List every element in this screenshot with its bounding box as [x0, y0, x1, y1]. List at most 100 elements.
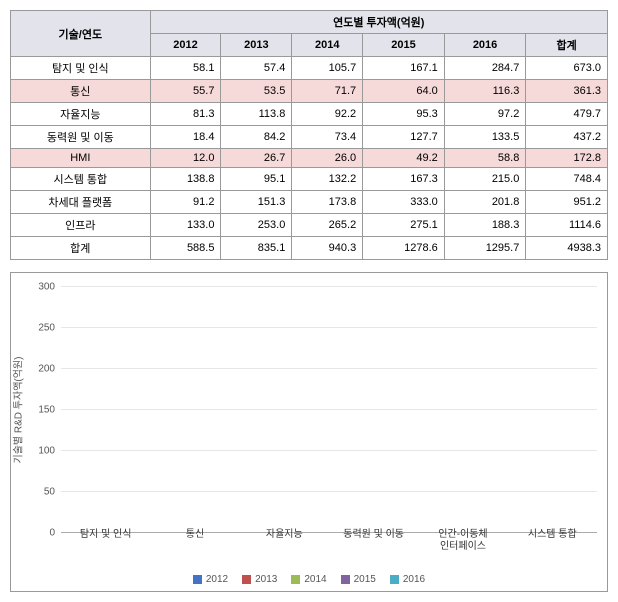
year-header: 2016 — [444, 34, 526, 57]
table-cell: 479.7 — [526, 103, 608, 126]
legend-swatch — [193, 575, 202, 584]
table-row: 자율지능81.3113.892.295.397.2479.7 — [11, 103, 608, 126]
row-label: 차세대 플랫폼 — [11, 191, 151, 214]
table-cell: 940.3 — [292, 237, 363, 260]
table-cell: 53.5 — [221, 80, 292, 103]
table-cell: 58.8 — [444, 149, 526, 168]
x-label: 인간-이동체인터페이스 — [423, 529, 503, 553]
row-label: 인프라 — [11, 214, 151, 237]
table-cell: 105.7 — [292, 57, 363, 80]
table-cell: 1114.6 — [526, 214, 608, 237]
table-cell: 58.1 — [150, 57, 221, 80]
legend-item: 2013 — [242, 574, 277, 585]
row-label: 통신 — [11, 80, 151, 103]
x-label: 통신 — [155, 529, 235, 553]
rd-bar-chart: 기술별 R&D 투자액(억원) 0 50 100 150 200 250 300 탐지 및 … — [10, 272, 608, 592]
legend-item: 2015 — [341, 574, 376, 585]
table-cell: 215.0 — [444, 168, 526, 191]
table-cell: 4938.3 — [526, 237, 608, 260]
table-cell: 127.7 — [363, 126, 445, 149]
table-cell: 73.4 — [292, 126, 363, 149]
table-cell: 673.0 — [526, 57, 608, 80]
table-cell: 91.2 — [150, 191, 221, 214]
table-cell: 275.1 — [363, 214, 445, 237]
table-row: 통신55.753.571.764.0116.3361.3 — [11, 80, 608, 103]
super-header: 연도별 투자액(억원) — [150, 11, 607, 34]
row-label: 합계 — [11, 237, 151, 260]
table-cell: 265.2 — [292, 214, 363, 237]
legend-item: 2014 — [291, 574, 326, 585]
y-tick: 200 — [38, 364, 55, 375]
table-cell: 588.5 — [150, 237, 221, 260]
table-cell: 835.1 — [221, 237, 292, 260]
legend-item: 2016 — [390, 574, 425, 585]
x-label: 탐지 및 인식 — [66, 529, 146, 553]
table-cell: 167.1 — [363, 57, 445, 80]
table-cell: 151.3 — [221, 191, 292, 214]
table-cell: 95.3 — [363, 103, 445, 126]
table-cell: 138.8 — [150, 168, 221, 191]
row-label: 자율지능 — [11, 103, 151, 126]
table-cell: 92.2 — [292, 103, 363, 126]
table-cell: 361.3 — [526, 80, 608, 103]
table-cell: 113.8 — [221, 103, 292, 126]
row-label: HMI — [11, 149, 151, 168]
y-tick: 100 — [38, 446, 55, 457]
table-cell: 188.3 — [444, 214, 526, 237]
table-cell: 81.3 — [150, 103, 221, 126]
table-cell: 1295.7 — [444, 237, 526, 260]
table-cell: 201.8 — [444, 191, 526, 214]
table-cell: 133.5 — [444, 126, 526, 149]
x-label: 자율지능 — [244, 529, 324, 553]
table-cell: 26.7 — [221, 149, 292, 168]
y-tick: 0 — [49, 528, 55, 539]
investment-table: 기술/연도 연도별 투자액(억원) 20122013201420152016합계… — [10, 10, 608, 260]
table-cell: 167.3 — [363, 168, 445, 191]
row-label: 동력원 및 이동 — [11, 126, 151, 149]
table-cell: 333.0 — [363, 191, 445, 214]
y-tick: 50 — [44, 487, 55, 498]
table-cell: 133.0 — [150, 214, 221, 237]
table-cell: 172.8 — [526, 149, 608, 168]
year-header: 2015 — [363, 34, 445, 57]
y-tick: 150 — [38, 405, 55, 416]
year-header: 2012 — [150, 34, 221, 57]
table-cell: 18.4 — [150, 126, 221, 149]
table-cell: 951.2 — [526, 191, 608, 214]
table-cell: 97.2 — [444, 103, 526, 126]
legend-swatch — [242, 575, 251, 584]
table-row: HMI12.026.726.049.258.8172.8 — [11, 149, 608, 168]
y-axis-label: 기술별 R&D 투자액(억원) — [10, 357, 25, 464]
table-row: 합계588.5835.1940.31278.61295.74938.3 — [11, 237, 608, 260]
legend-label: 2012 — [206, 574, 228, 585]
table-cell: 71.7 — [292, 80, 363, 103]
table-cell: 57.4 — [221, 57, 292, 80]
legend-swatch — [390, 575, 399, 584]
legend-label: 2013 — [255, 574, 277, 585]
table-cell: 84.2 — [221, 126, 292, 149]
table-cell: 132.2 — [292, 168, 363, 191]
row-label: 시스템 통합 — [11, 168, 151, 191]
x-label: 동력원 및 이동 — [334, 529, 414, 553]
table-cell: 253.0 — [221, 214, 292, 237]
table-cell: 55.7 — [150, 80, 221, 103]
table-cell: 49.2 — [363, 149, 445, 168]
legend-label: 2015 — [354, 574, 376, 585]
table-cell: 95.1 — [221, 168, 292, 191]
table-cell: 1278.6 — [363, 237, 445, 260]
table-row: 동력원 및 이동18.484.273.4127.7133.5437.2 — [11, 126, 608, 149]
legend-item: 2012 — [193, 574, 228, 585]
table-row: 인프라133.0253.0265.2275.1188.31114.6 — [11, 214, 608, 237]
y-tick: 300 — [38, 282, 55, 293]
table-cell: 284.7 — [444, 57, 526, 80]
table-cell: 12.0 — [150, 149, 221, 168]
table-cell: 748.4 — [526, 168, 608, 191]
year-header: 합계 — [526, 34, 608, 57]
y-tick: 250 — [38, 323, 55, 334]
corner-header: 기술/연도 — [11, 11, 151, 57]
table-row: 차세대 플랫폼91.2151.3173.8333.0201.8951.2 — [11, 191, 608, 214]
table-cell: 26.0 — [292, 149, 363, 168]
table-cell: 437.2 — [526, 126, 608, 149]
table-cell: 173.8 — [292, 191, 363, 214]
row-label: 탐지 및 인식 — [11, 57, 151, 80]
